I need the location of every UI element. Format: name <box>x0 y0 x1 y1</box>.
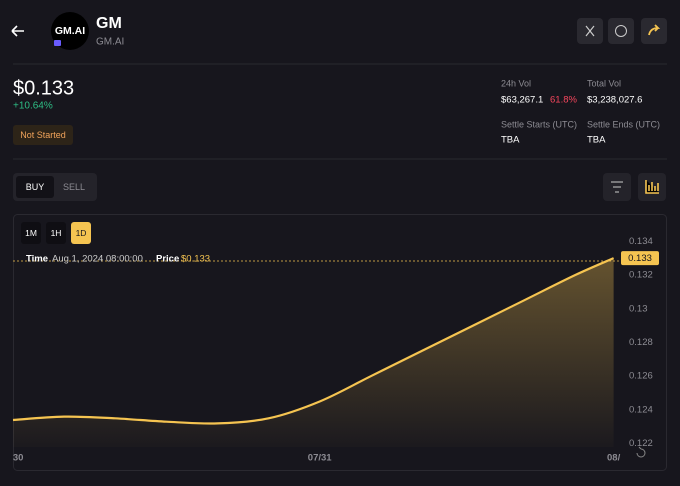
x-icon <box>585 25 595 37</box>
interval-button[interactable] <box>46 222 66 244</box>
chart-icon <box>645 180 659 194</box>
stat-value: $3,238,027.6 <box>587 95 642 106</box>
token-title: GM <box>96 15 122 32</box>
interval-button[interactable] <box>71 222 91 244</box>
tooltip-price: $0.133 <box>181 254 210 265</box>
stat-value: $63,267.1 <box>501 95 543 106</box>
share-icon <box>648 24 661 36</box>
status-badge <box>13 125 73 145</box>
y-tick-label: 0.128 <box>629 337 653 348</box>
social-buttons <box>577 18 667 44</box>
tab[interactable]: SELL <box>63 182 85 192</box>
tooltip-label: Time <box>26 254 48 265</box>
y-tick-label: 0.13 <box>629 303 648 314</box>
x-tick-label: 30 <box>13 453 24 464</box>
stat-label: 24h Vol <box>501 78 531 88</box>
x-tick-label: 08/ <box>607 453 621 464</box>
chain-icon <box>54 40 61 46</box>
stat-change: 61.8% <box>550 95 577 106</box>
tab-active[interactable] <box>16 176 54 198</box>
stat-value: TBA <box>587 135 606 146</box>
logo-text: GM.AI <box>55 25 85 37</box>
price-change: +10.64% <box>13 101 53 112</box>
tooltip-time: Aug 1, 2024 08:00:00 <box>52 254 143 265</box>
y-tick-label: 0.126 <box>629 371 653 382</box>
stat-label: Settle Ends (UTC) <box>587 119 660 129</box>
globe-icon <box>615 25 627 37</box>
stat-label: Settle Starts (UTC) <box>501 119 577 129</box>
filter-icon <box>611 181 623 193</box>
share-button[interactable] <box>641 18 667 44</box>
tab[interactable]: BUY <box>26 182 45 192</box>
price-badge <box>621 251 659 266</box>
y-tick-label: 0.124 <box>629 404 653 415</box>
chart: 0.122 0.124 0.126 0.128 0.13 0.132 0.134 30 07/3… <box>13 236 659 464</box>
token-subtitle: GM.AI <box>96 37 124 48</box>
area <box>13 258 614 447</box>
stat-value: TBA <box>501 135 520 146</box>
refresh-icon[interactable] <box>636 446 646 458</box>
price: $0.133 <box>13 77 74 99</box>
web-button[interactable] <box>608 18 634 44</box>
y-tick-label: 0.134 <box>629 236 653 247</box>
x-tick-label: 07/31 <box>308 453 332 464</box>
stat-label: Total Vol <box>587 78 621 88</box>
line <box>12 257 615 425</box>
back-button[interactable] <box>11 25 24 37</box>
y-tick-label: 0.122 <box>629 438 653 449</box>
interval-group: 1M 1H 1D <box>21 222 91 244</box>
interval-label[interactable]: 1H <box>51 228 62 238</box>
tooltip-label: Price <box>156 254 179 265</box>
y-tick-label: 0.132 <box>629 270 653 281</box>
interval-label[interactable]: 1M <box>25 228 37 238</box>
interval-button[interactable] <box>21 222 41 244</box>
chart-card <box>13 214 667 471</box>
price-badge-label: 0.133 <box>628 253 652 264</box>
interval-label[interactable]: 1D <box>76 228 87 238</box>
status-text: Not Started <box>20 130 66 140</box>
